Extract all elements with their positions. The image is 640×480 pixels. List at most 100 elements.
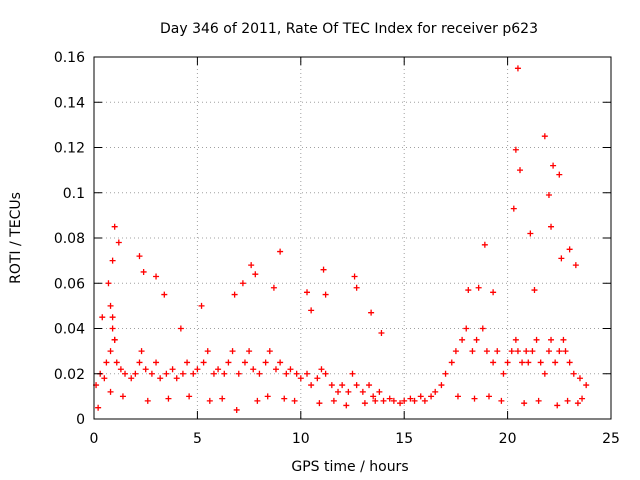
data-point xyxy=(122,370,129,377)
data-point xyxy=(521,400,528,407)
data-point xyxy=(390,397,397,404)
data-point xyxy=(370,393,377,400)
data-point xyxy=(527,230,534,237)
y-tick-label: 0.16 xyxy=(54,50,85,66)
data-point xyxy=(136,253,143,260)
data-point xyxy=(283,370,290,377)
data-point xyxy=(328,382,335,389)
data-point xyxy=(277,359,284,366)
data-point xyxy=(179,370,186,377)
data-point xyxy=(109,257,116,264)
data-point xyxy=(353,382,360,389)
data-point xyxy=(343,402,350,409)
data-point xyxy=(432,388,439,395)
data-point xyxy=(235,370,242,377)
data-point xyxy=(500,370,507,377)
data-point xyxy=(184,359,191,366)
data-point xyxy=(250,366,257,373)
data-point xyxy=(262,359,269,366)
data-point xyxy=(490,359,497,366)
data-point xyxy=(117,366,124,373)
data-point xyxy=(105,280,112,287)
data-point xyxy=(570,370,577,377)
data-point xyxy=(514,65,521,72)
data-point xyxy=(318,366,325,373)
data-point xyxy=(103,359,110,366)
data-point xyxy=(281,395,288,402)
data-point xyxy=(316,400,323,407)
data-point xyxy=(248,262,255,269)
data-point xyxy=(494,348,501,355)
chart-title: Day 346 of 2011, Rate Of TEC Index for r… xyxy=(160,21,538,37)
data-point xyxy=(531,287,538,294)
data-point xyxy=(512,146,519,153)
data-point xyxy=(566,246,573,253)
data-point xyxy=(335,388,342,395)
data-point xyxy=(386,395,393,402)
data-point xyxy=(353,284,360,291)
data-point xyxy=(401,397,408,404)
data-point xyxy=(541,370,548,377)
data-point xyxy=(241,359,248,366)
data-point xyxy=(109,325,116,332)
data-point xyxy=(339,382,346,389)
data-point xyxy=(490,289,497,296)
data-point xyxy=(107,388,114,395)
data-point xyxy=(475,284,482,291)
data-point xyxy=(545,348,552,355)
data-point xyxy=(291,397,298,404)
data-point xyxy=(239,280,246,287)
data-point xyxy=(200,359,207,366)
data-point xyxy=(525,359,532,366)
data-point xyxy=(109,314,116,321)
data-point xyxy=(504,359,511,366)
data-point xyxy=(99,314,106,321)
data-point xyxy=(186,393,193,400)
data-point xyxy=(556,171,563,178)
data-point xyxy=(198,302,205,309)
data-point xyxy=(552,359,559,366)
data-point xyxy=(366,382,373,389)
x-tick-label: 0 xyxy=(90,431,99,447)
data-point xyxy=(287,366,294,373)
data-point xyxy=(438,382,445,389)
data-point xyxy=(417,393,424,400)
data-point xyxy=(485,393,492,400)
data-point xyxy=(566,359,573,366)
data-point xyxy=(225,359,232,366)
data-point xyxy=(537,359,544,366)
data-point xyxy=(442,370,449,377)
data-point xyxy=(277,248,284,255)
data-point xyxy=(483,348,490,355)
data-point xyxy=(153,273,160,280)
data-point xyxy=(264,393,271,400)
data-point xyxy=(111,336,118,343)
data-point xyxy=(320,266,327,273)
data-point xyxy=(254,397,261,404)
data-point xyxy=(448,359,455,366)
gridlines xyxy=(94,57,611,419)
data-point xyxy=(95,404,102,411)
data-point xyxy=(459,336,466,343)
data-point xyxy=(548,336,555,343)
data-point xyxy=(558,255,565,262)
data-point xyxy=(206,397,213,404)
x-axis-label: GPS time / hours xyxy=(291,459,408,475)
data-point xyxy=(136,359,143,366)
data-point xyxy=(454,393,461,400)
data-point xyxy=(204,348,211,355)
data-point xyxy=(471,395,478,402)
data-point xyxy=(583,382,590,389)
x-tick-label: 5 xyxy=(193,431,202,447)
data-point xyxy=(378,330,385,337)
plot-frame xyxy=(93,56,612,420)
data-point xyxy=(119,393,126,400)
data-point xyxy=(479,325,486,332)
data-point xyxy=(359,388,366,395)
x-tick-label: 15 xyxy=(395,431,413,447)
data-point xyxy=(368,309,375,316)
data-point xyxy=(469,348,476,355)
data-point xyxy=(314,375,321,382)
data-point xyxy=(266,348,273,355)
